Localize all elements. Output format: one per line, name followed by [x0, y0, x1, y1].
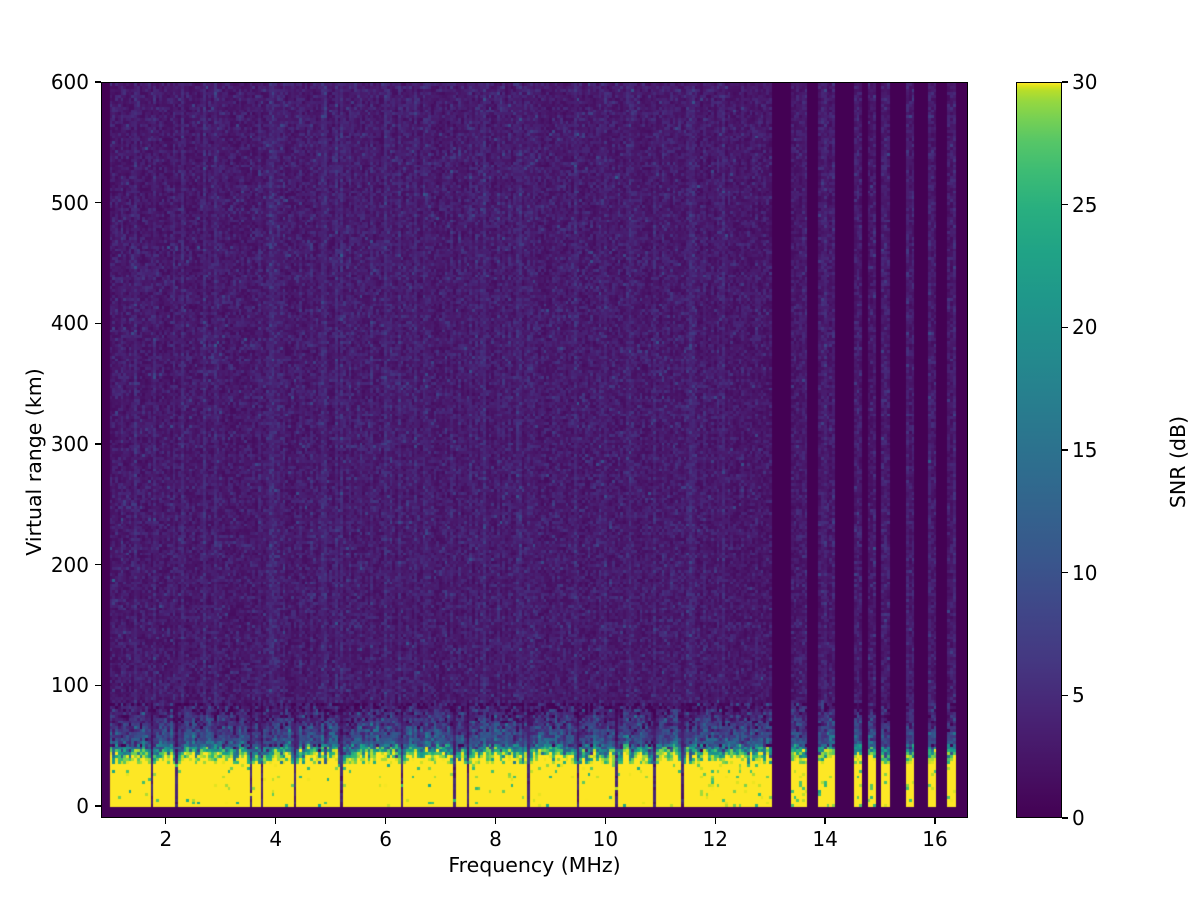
y-tick-label: 400 [50, 311, 89, 336]
colorbar-tick-mark [1062, 81, 1068, 83]
y-tick-label: 200 [50, 552, 89, 577]
colorbar-tick-label: 10 [1072, 560, 1098, 585]
colorbar-tick-mark [1062, 817, 1068, 819]
x-tick-label: 8 [489, 827, 502, 851]
x-tick-label: 4 [269, 827, 283, 851]
y-tick-mark [95, 563, 101, 566]
x-axis-label: Frequency (MHz) [448, 853, 621, 877]
y-tick-mark [95, 202, 101, 204]
x-tick-label: 16 [922, 827, 948, 851]
y-tick-mark [95, 322, 101, 324]
y-tick-label: 300 [50, 431, 89, 456]
x-tick-label: 6 [379, 827, 392, 851]
colorbar-tick-label: 20 [1072, 315, 1098, 340]
x-tick-mark [714, 818, 716, 824]
colorbar-tick-label: 5 [1072, 683, 1085, 708]
ionogram-heatmap [102, 83, 967, 817]
y-tick-mark [95, 443, 101, 445]
colorbar-tick-label: 15 [1072, 438, 1098, 462]
colorbar-tick-label: 0 [1072, 806, 1085, 830]
colorbar-tick-label: 25 [1072, 192, 1098, 217]
x-tick-mark [494, 818, 497, 824]
colorbar-tick-mark [1062, 204, 1068, 206]
x-tick-mark [934, 818, 936, 824]
y-tick-label: 600 [50, 70, 89, 94]
y-tick-mark [95, 805, 101, 807]
x-tick-mark [275, 818, 277, 824]
x-tick-mark [604, 818, 607, 824]
colorbar-tick-mark [1062, 449, 1068, 451]
colorbar-tick-mark [1062, 572, 1068, 574]
colorbar-tick-label: 30 [1072, 70, 1098, 94]
ionogram-plot-area[interactable] [101, 82, 968, 818]
x-tick-label: 12 [702, 827, 728, 851]
y-tick-label: 100 [50, 673, 89, 698]
x-tick-mark [165, 818, 167, 824]
colorbar-label: SNR (dB) [1166, 415, 1190, 509]
colorbar-tick-mark [1062, 326, 1068, 328]
y-tick-label: 500 [50, 190, 89, 215]
colorbar-tick-mark [1062, 694, 1068, 696]
y-tick-mark [95, 81, 101, 83]
x-tick-label: 14 [812, 827, 838, 851]
x-tick-mark [824, 818, 826, 824]
x-tick-mark [384, 818, 387, 824]
colorbar [1016, 82, 1062, 818]
y-tick-label: 0 [76, 793, 89, 818]
x-tick-label: 10 [592, 827, 619, 851]
y-tick-mark [95, 684, 101, 686]
y-axis-label: Virtual range (km) [22, 368, 46, 556]
x-tick-label: 2 [159, 827, 173, 851]
